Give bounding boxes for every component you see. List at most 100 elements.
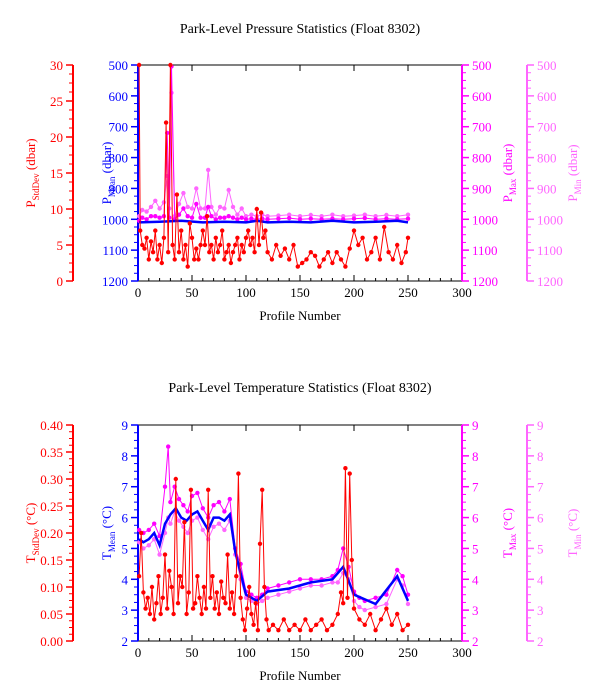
pressure-min-data-point bbox=[209, 204, 214, 210]
pressure-max-data-point bbox=[189, 215, 195, 220]
temperature-stddev-data-point bbox=[368, 611, 373, 617]
pressure-stddev-series-line bbox=[138, 64, 409, 268]
pressure-stddev-data-point bbox=[226, 242, 231, 248]
pressure-min-data-point bbox=[330, 212, 335, 217]
temperature-min-data-point bbox=[200, 527, 205, 533]
temperature-stddev-data-point bbox=[145, 595, 150, 600]
pressure-stddev-data-point bbox=[252, 250, 257, 255]
pressure-stddev-data-point bbox=[215, 250, 221, 255]
pressure-max-data-point bbox=[384, 216, 389, 221]
temperature-stddev-tick-label: 0.40 bbox=[40, 418, 63, 433]
pressure-stddev-data-point bbox=[287, 257, 292, 262]
pressure-stddev-data-point bbox=[300, 260, 305, 266]
pressure-stddev-data-point bbox=[142, 246, 147, 251]
pressure-min-data-point bbox=[249, 212, 254, 217]
temperature-stddev-data-point bbox=[335, 611, 340, 617]
temperature-stddev-data-point bbox=[158, 611, 163, 617]
pressure-max-data-point bbox=[226, 214, 231, 219]
temperature-max-tick-label: 8 bbox=[472, 449, 479, 464]
pressure-mean-tick-label: 1000 bbox=[102, 212, 128, 227]
temperature-stddev-data-point bbox=[180, 584, 185, 590]
pressure-stddev-data-point bbox=[256, 242, 262, 248]
pressure-stddev-data-point bbox=[207, 250, 212, 255]
temperature-x-tick-label: 0 bbox=[135, 645, 142, 660]
temperature-stddev-data-point bbox=[389, 622, 394, 627]
temperature-min-data-point bbox=[362, 607, 367, 613]
pressure-min-tick-label: 800 bbox=[537, 151, 557, 166]
pressure-x-tick-label: 50 bbox=[186, 285, 199, 300]
temperature-min-data-point bbox=[335, 580, 340, 585]
temperature-mean-series-line bbox=[138, 506, 410, 606]
temperature-mean-axis-label: TMean (°C) bbox=[99, 506, 117, 560]
temperature-stddev-data-point bbox=[324, 628, 330, 633]
pressure-stddev-data-point bbox=[146, 257, 151, 262]
pressure-min-data-point bbox=[189, 206, 195, 211]
temperature-min-data-point bbox=[308, 583, 313, 588]
pressure-stddev-data-point bbox=[334, 250, 339, 255]
temperature-stddev-data-point bbox=[136, 574, 142, 579]
temperature-stddev-data-point bbox=[216, 611, 222, 617]
temperature-stddev-data-point bbox=[149, 584, 155, 590]
temperature-max-data-point bbox=[287, 580, 292, 585]
pressure-stddev-data-point bbox=[150, 250, 156, 255]
temperature-stddev-data-point bbox=[405, 622, 411, 627]
temperature-stddev-data-point bbox=[165, 606, 170, 611]
temperature-stddev-data-point bbox=[203, 606, 209, 611]
temperature-max-tick-label: 4 bbox=[472, 572, 479, 587]
pressure-stddev-data-point bbox=[263, 228, 268, 233]
temperature-min-data-point bbox=[189, 518, 195, 523]
temperature-stddev-data-point bbox=[351, 606, 357, 611]
pressure-max-axis-label: PMax (dbar) bbox=[500, 144, 518, 203]
temperature-max-data-point bbox=[341, 546, 346, 551]
pressure-min-data-point bbox=[217, 204, 223, 210]
temperature-x-tick-label: 150 bbox=[290, 645, 310, 660]
pressure-stddev-data-point bbox=[136, 62, 142, 68]
temperature-stddev-data-point bbox=[167, 568, 172, 573]
temperature-stddev-data-point bbox=[297, 628, 303, 633]
pressure-min-data-point bbox=[384, 212, 389, 218]
pressure-stddev-data-point bbox=[356, 242, 361, 248]
pressure-min-data-point bbox=[276, 213, 281, 218]
temperature-stddev-data-point bbox=[229, 590, 235, 595]
temperature-stddev-data-point bbox=[238, 595, 243, 600]
temperature-stddev-data-point bbox=[234, 574, 239, 579]
temperature-max-data-point bbox=[216, 499, 222, 505]
temperature-max-axis-label: TMax (°C) bbox=[500, 508, 518, 558]
pressure-x-tick-label: 100 bbox=[236, 285, 256, 300]
pressure-stddev-data-point bbox=[196, 257, 201, 262]
temperature-stddev-data-point bbox=[169, 584, 174, 590]
pressure-max-data-point bbox=[362, 215, 367, 221]
pressure-min-tick-label: 900 bbox=[537, 181, 557, 196]
pressure-min-data-point bbox=[153, 198, 158, 203]
pressure-stddev-data-point bbox=[405, 235, 411, 240]
temperature-stddev-data-point bbox=[395, 611, 400, 617]
pressure-x-tick-label: 150 bbox=[290, 285, 310, 300]
temperature-min-tick-label: 5 bbox=[537, 541, 544, 556]
pressure-max-data-point bbox=[206, 204, 211, 210]
temperature-stddev-data-point bbox=[162, 552, 168, 557]
temperature-mean-tick-label: 6 bbox=[122, 511, 129, 526]
pressure-stddev-data-point bbox=[321, 257, 326, 262]
pressure-min-data-point bbox=[194, 186, 199, 191]
temperature-stddev-data-point bbox=[303, 617, 308, 622]
temperature-stddev-data-point bbox=[330, 622, 335, 627]
temperature-min-data-point bbox=[330, 580, 335, 585]
pressure-stddev-data-point bbox=[200, 228, 205, 233]
pressure-stddev-data-point bbox=[211, 257, 216, 262]
temperature-stddev-data-point bbox=[231, 611, 237, 617]
pressure-stddev-data-point bbox=[403, 250, 408, 255]
temperature-min-data-point bbox=[176, 518, 182, 523]
temperature-mean-tick-label: 4 bbox=[122, 572, 129, 587]
temperature-stddev-data-point bbox=[208, 595, 213, 600]
pressure-max-data-point bbox=[209, 214, 214, 219]
temperature-stddev-data-point bbox=[236, 471, 241, 476]
pressure-x-tick-label: 300 bbox=[452, 285, 472, 300]
temperature-stddev-data-point bbox=[152, 617, 157, 622]
pressure-stddev-data-point bbox=[269, 257, 275, 262]
temperature-stddev-data-point bbox=[186, 590, 191, 595]
temperature-stddev-data-point bbox=[141, 590, 146, 595]
pressure-stddev-data-point bbox=[343, 264, 348, 269]
pressure-stddev-data-point bbox=[390, 257, 396, 262]
pressure-stddev-data-point bbox=[209, 242, 214, 248]
pressure-stddev-data-point bbox=[369, 250, 374, 255]
